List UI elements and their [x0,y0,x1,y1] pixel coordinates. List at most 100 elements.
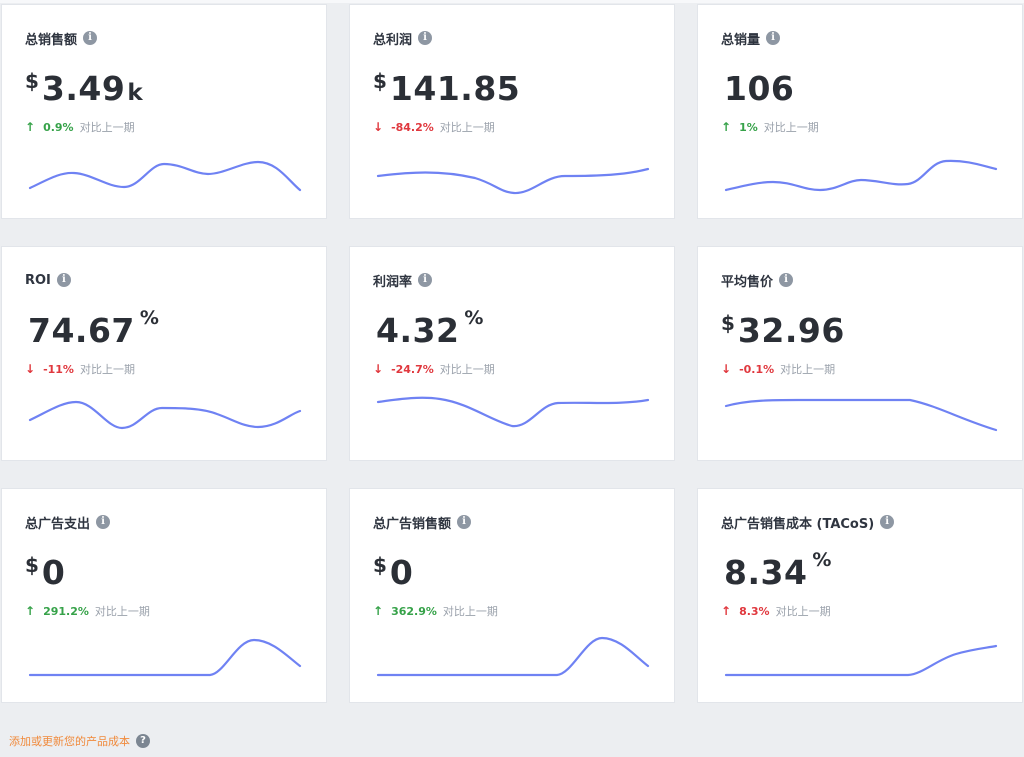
metric-title-text: 利润率 [373,274,413,290]
question-circle-icon[interactable]: ? [136,734,150,748]
sparkline-path [376,636,650,677]
change-percent: -0.1% [739,362,775,376]
compare-label: 对比上一期 [79,121,135,134]
info-icon[interactable]: i [779,273,794,287]
sparkline-path [28,400,302,430]
metric-number: 8.34 [724,553,808,592]
currency-symbol: $ [25,69,39,93]
metric-value: $ 0 [25,551,67,597]
metric-card-total-profit: 总利润 i $ 141.85 ↓ -84.2% 对比上一期 [349,4,675,219]
change-percent: -11% [43,362,74,376]
metric-card-tacos: 总广告销售成本 (TACoS) i 8.34 % ↑ 8.3% 对比上一期 [697,488,1023,703]
metric-title: 总广告销售成本 (TACoS) i [721,513,895,532]
arrow-up-icon: ↑ [25,604,36,618]
info-icon[interactable]: i [457,515,472,529]
sparkline-chart [28,400,302,430]
info-icon[interactable]: i [56,273,71,287]
compare-label: 对比上一期 [439,363,495,376]
arrow-down-icon: ↓ [373,362,384,376]
metric-value: 8.34 % [721,549,831,597]
metric-change: ↓ -24.7% 对比上一期 [373,361,495,377]
currency-symbol: $ [373,69,387,93]
info-icon[interactable]: i [418,31,433,45]
metric-card-roi: ROI i 74.67 % ↓ -11% 对比上一期 [1,246,327,461]
metric-title: 平均售价 i [721,271,794,290]
compare-label: 对比上一期 [439,121,495,134]
metric-unit: % [812,549,832,571]
arrow-down-icon: ↓ [721,362,732,376]
metric-title-text: 平均售价 [721,274,774,290]
sparkline-chart [376,167,650,195]
metric-title-text: 总广告支出 [25,516,91,532]
metric-value: $ 3.49 k [25,67,143,113]
metric-title: 总利润 i [373,29,433,48]
change-percent: -24.7% [391,362,434,376]
sparkline-chart [376,396,650,428]
metric-change: ↓ -11% 对比上一期 [25,361,135,377]
currency-symbol: $ [721,311,735,335]
sparkline-path [724,159,998,192]
currency-symbol: $ [373,553,387,577]
metric-number: 106 [724,69,795,108]
metric-title: 总销量 i [721,29,781,48]
compare-label: 对比上一期 [79,363,135,376]
info-icon[interactable]: i [766,31,781,45]
metric-number: 0 [41,553,66,592]
sparkline-path [724,644,998,677]
sparkline-path [376,396,650,428]
metric-title: 总销售额 i [25,29,98,48]
sparkline-path [724,398,998,432]
arrow-up-icon: ↑ [25,120,36,134]
metric-card-profit-margin: 利润率 i 4.32 % ↓ -24.7% 对比上一期 [349,246,675,461]
sparkline-path [28,638,302,677]
change-percent: 1% [739,120,758,134]
change-percent: 362.9% [391,604,437,618]
change-percent: -84.2% [391,120,434,134]
metric-change: ↓ -84.2% 对比上一期 [373,119,495,135]
arrow-up-icon: ↑ [373,604,384,618]
top-edge [0,0,1024,3]
compare-label: 对比上一期 [763,121,819,134]
metric-title: 总广告支出 i [25,513,111,532]
metric-title: 总广告销售额 i [373,513,472,532]
compare-label: 对比上一期 [780,363,836,376]
info-icon[interactable]: i [83,31,98,45]
metric-unit: k [127,80,143,106]
info-icon[interactable]: i [96,515,111,529]
sparkline-chart [28,638,302,677]
metric-number: 141.85 [389,69,521,108]
change-percent: 8.3% [739,604,770,618]
metric-value: $ 141.85 [373,67,522,113]
arrow-up-icon: ↑ [721,120,732,134]
metric-value: $ 32.96 [721,309,847,355]
metric-card-average-price: 平均售价 i $ 32.96 ↓ -0.1% 对比上一期 [697,246,1023,461]
compare-label: 对比上一期 [94,605,150,618]
metric-value: 4.32 % [373,307,483,355]
info-icon[interactable]: i [880,515,895,529]
metric-change: ↑ 291.2% 对比上一期 [25,603,150,619]
metric-card-total-sales: 总销售额 i $ 3.49 k ↑ 0.9% 对比上一期 [1,4,327,219]
metric-title-text: 总广告销售成本 (TACoS) [721,516,875,532]
metric-value: 74.67 % [25,307,159,355]
metric-title-text: 总销售额 [25,32,78,48]
info-icon[interactable]: i [418,273,433,287]
metric-title: 利润率 i [373,271,433,290]
arrow-down-icon: ↓ [373,120,384,134]
metric-number: 4.32 [376,311,460,350]
sparkline-chart [28,160,302,192]
sparkline-chart [376,636,650,677]
update-product-cost-link-text[interactable]: 添加或更新您的产品成本 [9,735,130,748]
metric-card-total-ad-sales: 总广告销售额 i $ 0 ↑ 362.9% 对比上一期 [349,488,675,703]
metric-title-text: 总利润 [373,32,413,48]
change-percent: 0.9% [43,120,74,134]
sparkline-path [376,167,650,195]
metric-card-total-units: 总销量 i 106 ↑ 1% 对比上一期 [697,4,1023,219]
metric-title-text: 总广告销售额 [373,516,452,532]
metric-number: 3.49 [41,69,126,108]
metric-change: ↑ 0.9% 对比上一期 [25,119,135,135]
metric-change: ↑ 1% 对比上一期 [721,119,819,135]
update-product-cost-link[interactable]: 添加或更新您的产品成本 ? [9,732,150,750]
sparkline-chart [724,159,998,192]
metric-unit: % [139,307,159,329]
change-percent: 291.2% [43,604,89,618]
